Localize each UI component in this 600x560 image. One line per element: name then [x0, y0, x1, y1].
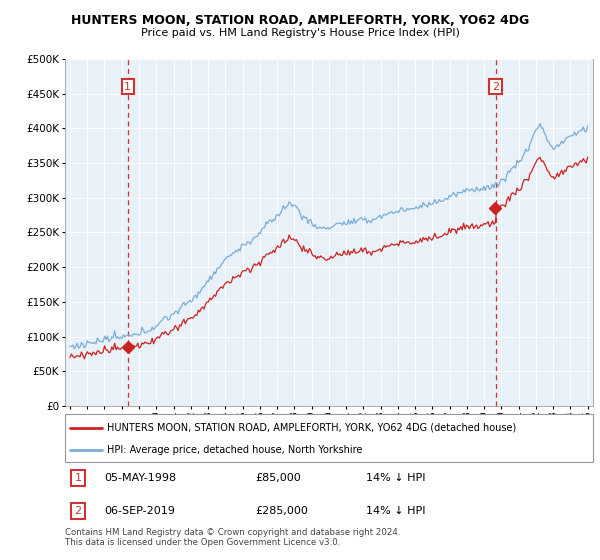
Text: 2: 2 [492, 82, 499, 92]
Text: HPI: Average price, detached house, North Yorkshire: HPI: Average price, detached house, Nort… [107, 445, 362, 455]
Text: 1: 1 [74, 473, 82, 483]
Text: 2: 2 [74, 506, 82, 516]
Text: 06-SEP-2019: 06-SEP-2019 [104, 506, 175, 516]
Text: HUNTERS MOON, STATION ROAD, AMPLEFORTH, YORK, YO62 4DG: HUNTERS MOON, STATION ROAD, AMPLEFORTH, … [71, 14, 529, 27]
Text: Price paid vs. HM Land Registry's House Price Index (HPI): Price paid vs. HM Land Registry's House … [140, 28, 460, 38]
Text: £285,000: £285,000 [255, 506, 308, 516]
Text: 05-MAY-1998: 05-MAY-1998 [104, 473, 176, 483]
FancyBboxPatch shape [65, 414, 593, 462]
Text: Contains HM Land Registry data © Crown copyright and database right 2024.
This d: Contains HM Land Registry data © Crown c… [65, 528, 400, 547]
Text: 14% ↓ HPI: 14% ↓ HPI [366, 506, 425, 516]
Text: HUNTERS MOON, STATION ROAD, AMPLEFORTH, YORK, YO62 4DG (detached house): HUNTERS MOON, STATION ROAD, AMPLEFORTH, … [107, 423, 516, 433]
Text: £85,000: £85,000 [255, 473, 301, 483]
Text: 1: 1 [124, 82, 131, 92]
Text: 14% ↓ HPI: 14% ↓ HPI [366, 473, 425, 483]
